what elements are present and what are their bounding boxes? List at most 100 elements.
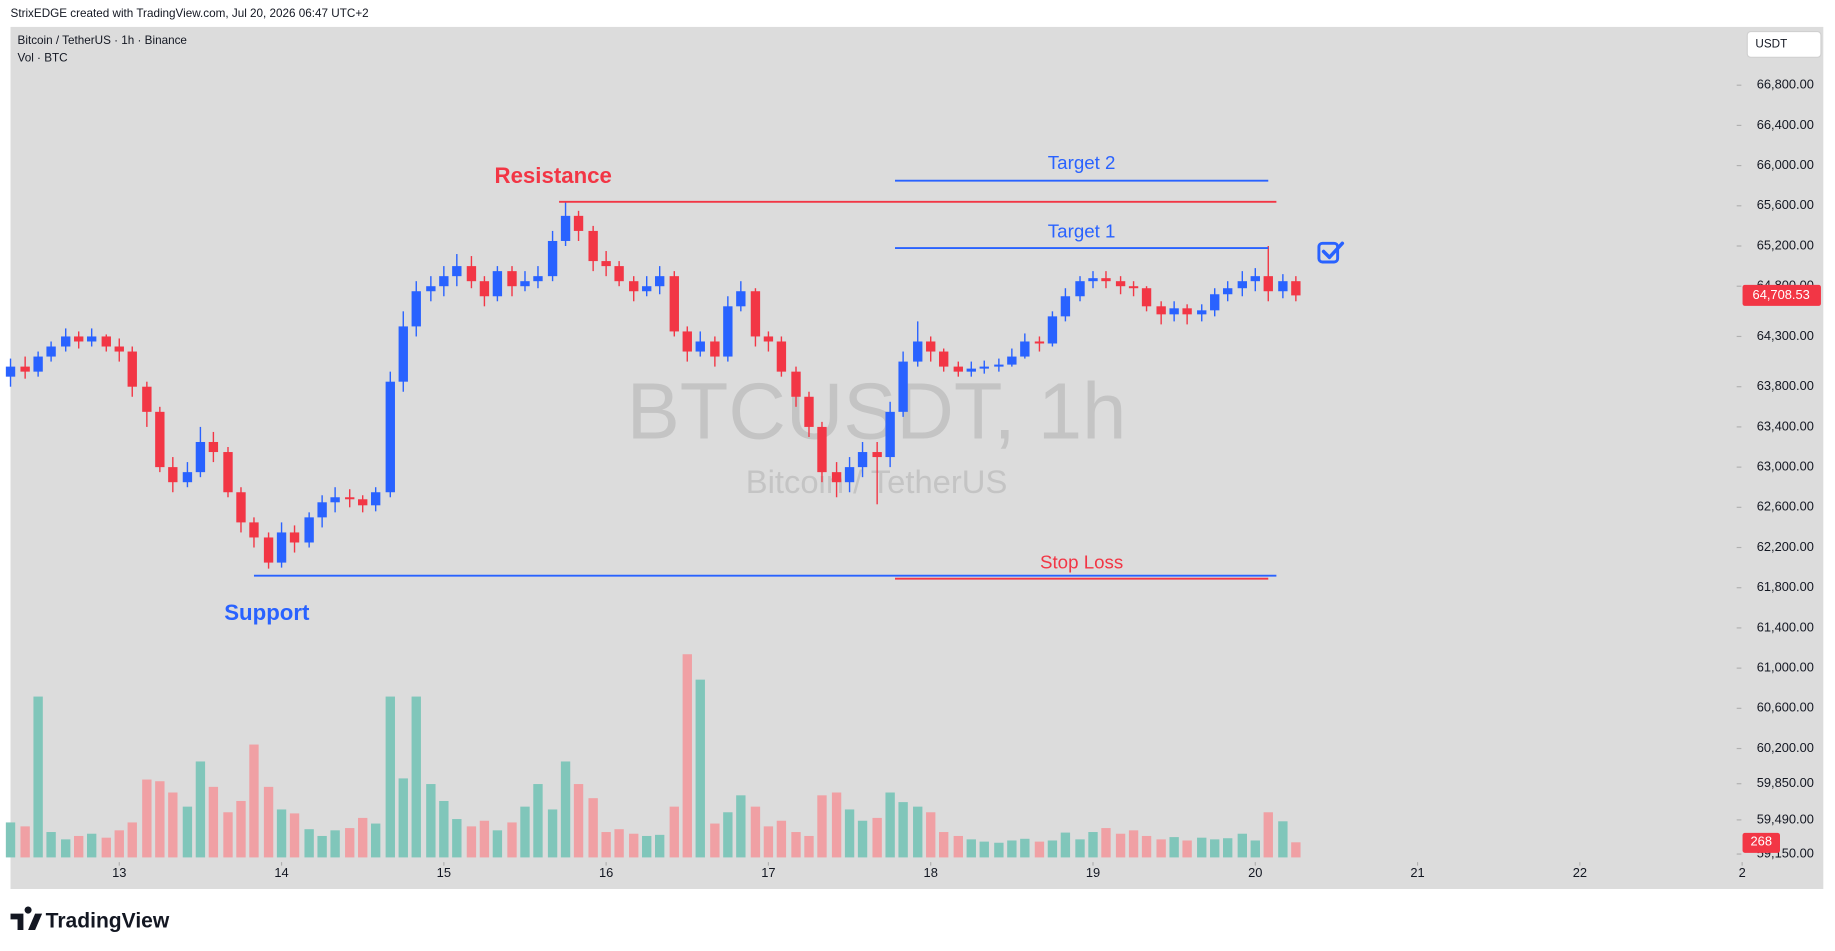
y-tick-label: 66,000.00 xyxy=(1757,157,1814,172)
y-tick-label: 60,200.00 xyxy=(1757,740,1814,755)
x-tick-label: 2 xyxy=(1739,865,1746,880)
volume-bar xyxy=(371,823,381,858)
volume-bar xyxy=(398,778,408,858)
x-tick-label: 14 xyxy=(274,865,288,880)
candle-body xyxy=(1182,308,1192,315)
currency-button[interactable] xyxy=(1746,30,1822,58)
candle-body xyxy=(492,271,503,297)
candle-body xyxy=(588,230,598,262)
candle-body xyxy=(831,472,842,483)
candle-body xyxy=(345,497,355,500)
y-tick-label: 61,800.00 xyxy=(1757,579,1814,594)
candle-body xyxy=(398,326,408,382)
candle-body xyxy=(642,286,652,292)
candle-body xyxy=(263,537,274,563)
candle-body xyxy=(1115,281,1126,287)
candle-body xyxy=(142,386,152,412)
volume-bar xyxy=(345,828,355,858)
volume-bar xyxy=(736,795,746,858)
y-tick-label: 61,000.00 xyxy=(1757,660,1814,675)
candle-body xyxy=(20,366,30,372)
volume-bar xyxy=(1223,838,1233,858)
volume-bar xyxy=(1237,833,1247,858)
candle-body xyxy=(1223,288,1233,295)
volume-bar xyxy=(86,833,97,858)
volume-bar xyxy=(804,835,814,858)
candle-body xyxy=(547,240,558,277)
volume-bar xyxy=(223,812,233,858)
candle-body xyxy=(61,336,71,347)
currency-label[interactable]: USDT xyxy=(1755,38,1787,51)
candle-body xyxy=(1047,316,1058,344)
candle-body xyxy=(1141,288,1152,307)
volume-bar xyxy=(994,842,1004,858)
header-credit: StrixEDGE created with TradingView.com, … xyxy=(11,7,369,20)
volume-bar xyxy=(507,822,517,858)
volume-bar xyxy=(547,809,558,858)
candle-body xyxy=(479,281,490,297)
volume-bar xyxy=(1128,830,1139,858)
volume-bar xyxy=(966,839,976,858)
volume-bar xyxy=(913,806,923,858)
plot xyxy=(5,201,1301,858)
volume-bar xyxy=(1101,828,1111,858)
volume-bar xyxy=(669,806,679,858)
volume-bar xyxy=(1060,832,1071,858)
x-tick-label: 19 xyxy=(1086,865,1100,880)
candle-body xyxy=(86,336,97,342)
candle-body xyxy=(723,306,733,357)
candle-body xyxy=(426,286,436,292)
candle-body xyxy=(682,331,692,352)
candle-body xyxy=(533,276,543,282)
y-tick-label: 60,600.00 xyxy=(1757,700,1814,715)
volume-bar xyxy=(452,819,462,858)
volume-bar xyxy=(289,813,300,858)
candle-body xyxy=(857,452,868,468)
candle-body xyxy=(560,215,571,241)
candle-body xyxy=(466,266,477,282)
candle-body xyxy=(304,517,314,543)
candle-body xyxy=(439,276,449,287)
symbol-title: Bitcoin / TetherUS · 1h · Binance xyxy=(18,34,187,47)
volume-bar xyxy=(763,826,774,858)
candle-body xyxy=(507,271,517,287)
candle-body xyxy=(236,492,246,523)
volume-label: 268 xyxy=(1751,834,1772,849)
candle-body xyxy=(1101,278,1111,282)
candle-body xyxy=(655,276,665,287)
volume-bar xyxy=(276,809,287,858)
volume-bar xyxy=(411,696,421,858)
candle-body xyxy=(844,467,855,483)
candle-body xyxy=(127,351,137,387)
volume-bar xyxy=(710,823,720,858)
volume-bar xyxy=(926,812,936,858)
candle-body xyxy=(33,356,43,372)
candle-body xyxy=(939,351,949,367)
volume-bar xyxy=(330,830,340,858)
watermark: BTCUSDT, 1h xyxy=(627,367,1127,456)
candle-body xyxy=(573,215,584,231)
y-tick-label: 62,600.00 xyxy=(1757,499,1814,514)
volume-bar xyxy=(1156,839,1166,858)
volume-bar xyxy=(642,835,652,858)
candle-body xyxy=(289,532,300,543)
volume-bar xyxy=(426,784,436,858)
x-tick-label: 15 xyxy=(437,865,451,880)
candle-body xyxy=(223,452,233,493)
candle-body xyxy=(1128,286,1139,289)
volume-bar xyxy=(857,820,868,858)
volume-bar xyxy=(114,830,124,858)
candle-body xyxy=(1020,341,1030,357)
y-tick-label: 65,200.00 xyxy=(1757,237,1814,252)
volume-bar xyxy=(1088,832,1098,858)
x-tick-label: 17 xyxy=(761,865,775,880)
volume-bar xyxy=(953,835,963,858)
chart-area xyxy=(10,26,1824,890)
candle-body xyxy=(669,276,679,332)
candle-body xyxy=(1088,278,1098,282)
volume-bar xyxy=(776,820,787,858)
candle-body xyxy=(1210,294,1220,311)
volume-bar xyxy=(249,744,259,858)
candle-body xyxy=(953,366,963,372)
